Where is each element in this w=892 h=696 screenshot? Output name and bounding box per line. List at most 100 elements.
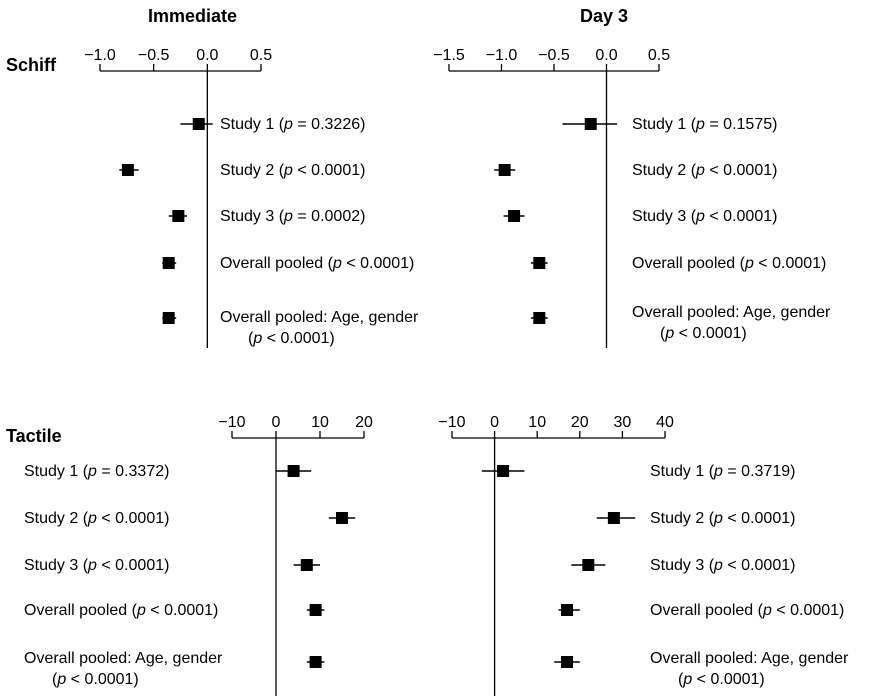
schiff-day3-point-estimate [533,312,546,324]
schiff-day3-point-estimate [584,118,597,130]
study-label-name: Overall pooled [632,255,740,272]
study-label: Study 1 (p = 0.1575) [632,116,778,133]
study-label: Overall pooled: Age, gender (p < 0.0001) [632,302,830,344]
tactile-day3-tick-label: 10 [528,414,546,431]
tactile-immediate-tick-label: 0 [272,414,281,431]
schiff-immediate-point-estimate [162,257,175,269]
schiff-immediate-tick-label: 0.5 [250,47,272,64]
study-label-name: Study 2 [24,510,83,527]
study-label: Overall pooled: Age, gender (p < 0.0001) [24,648,222,690]
schiff-day3-tick-label: −1.5 [433,47,465,64]
schiff-day3-point-estimate [533,257,546,269]
tactile-immediate-tick-label: −10 [218,414,245,431]
tactile-day3-tick-label: 20 [571,414,589,431]
p-symbol: p [88,463,97,480]
study-label: Study 3 (p = 0.0002) [220,208,366,225]
p-symbol: p [696,162,705,179]
study-label-name: Overall pooled: Age, gender [24,650,223,667]
tactile-day3-point-estimate [561,656,574,668]
p-symbol: p [57,671,67,688]
study-label-name: Study 3 [650,557,709,574]
p-symbol: p [696,208,705,225]
schiff-immediate-tick-label: −1.0 [84,47,116,64]
column-header-day3: Day 3 [580,6,629,26]
tactile-immediate-point-estimate [300,559,313,571]
study-label: Study 1 (p = 0.3719) [650,463,796,480]
study-label-name: Study 3 [220,208,279,225]
schiff-day3-tick-label: −1.0 [486,47,518,64]
study-label: Study 1 (p = 0.3226) [220,116,366,133]
study-label: Study 2 (p < 0.0001) [24,510,170,527]
study-label-pvalue: (p < 0.0001) [248,330,335,347]
study-label-pvalue: (p < 0.0001) [52,671,139,688]
schiff-immediate-point-estimate [162,312,175,324]
p-symbol: p [696,116,705,133]
tactile-immediate-point-estimate [309,604,322,616]
study-label: Overall pooled: Age, gender (p < 0.0001) [220,307,418,349]
study-label: Overall pooled (p < 0.0001) [632,255,827,272]
study-label-name: Overall pooled: Age, gender [650,650,849,667]
p-symbol: p [88,557,97,574]
study-label: Study 1 (p = 0.3372) [24,463,170,480]
tactile-immediate-point-estimate [336,512,348,524]
study-label: Overall pooled (p < 0.0001) [650,602,845,619]
tactile-day3-tick-label: 0 [490,414,499,431]
tactile-immediate-tick-label: 20 [355,414,373,431]
study-label-name: Study 3 [632,208,691,225]
study-label-name: Overall pooled: Age, gender [632,304,831,321]
study-label-name: Study 1 [220,116,279,133]
row-header-tactile: Tactile [6,426,62,446]
schiff-immediate-point-estimate [121,164,134,176]
schiff-immediate-point-estimate [192,118,205,130]
p-symbol: p [88,510,97,527]
p-symbol: p [332,255,342,272]
study-label: Study 3 (p < 0.0001) [650,557,796,574]
study-label-name: Study 2 [220,162,279,179]
schiff-immediate-tick-label: 0.0 [196,47,218,64]
study-label: Study 3 (p < 0.0001) [632,208,778,225]
p-symbol: p [136,602,146,619]
study-label: Overall pooled: Age, gender (p < 0.0001) [650,648,848,690]
study-label: Study 2 (p < 0.0001) [632,162,778,179]
study-label-name: Overall pooled [24,602,132,619]
p-symbol: p [284,208,293,225]
p-symbol: p [714,510,723,527]
tactile-day3-point-estimate [582,559,595,571]
p-symbol: p [253,330,263,347]
study-label-pvalue: (p < 0.0001) [660,325,747,342]
schiff-immediate-point-estimate [172,210,185,222]
row-header-schiff: Schiff [6,55,57,75]
schiff-day3-tick-label: −0.5 [538,47,570,64]
schiff-day3-tick-label: 0.0 [595,47,617,64]
study-label: Study 2 (p < 0.0001) [220,162,366,179]
tactile-day3-point-estimate [497,465,510,477]
tactile-immediate-point-estimate [287,465,300,477]
schiff-day3-point-estimate [498,164,511,176]
schiff-day3-point-estimate [508,210,521,222]
study-label-pvalue: (p < 0.0001) [678,671,765,688]
study-label: Study 3 (p < 0.0001) [24,557,170,574]
tactile-immediate-point-estimate [309,656,322,668]
p-symbol: p [683,671,693,688]
p-symbol: p [762,602,772,619]
tactile-day3-point-estimate [607,512,620,524]
p-symbol: p [665,325,675,342]
study-label: Study 2 (p < 0.0001) [650,510,796,527]
p-symbol: p [714,463,723,480]
p-symbol: p [714,557,723,574]
schiff-day3-tick-label: 0.5 [648,47,670,64]
column-header-immediate: Immediate [148,6,238,26]
schiff-immediate-tick-label: −0.5 [138,47,170,64]
study-label-name: Study 1 [24,463,83,480]
p-symbol: p [284,162,293,179]
tactile-day3-tick-label: −10 [438,414,465,431]
tactile-day3-point-estimate [561,604,574,616]
tactile-day3-tick-label: 40 [656,414,674,431]
study-label: Overall pooled (p < 0.0001) [24,602,219,619]
p-symbol: p [744,255,754,272]
study-label-name: Study 2 [650,510,709,527]
study-label-name: Overall pooled [220,255,328,272]
tactile-immediate-tick-label: 10 [311,414,329,431]
study-label-name: Study 2 [632,162,691,179]
